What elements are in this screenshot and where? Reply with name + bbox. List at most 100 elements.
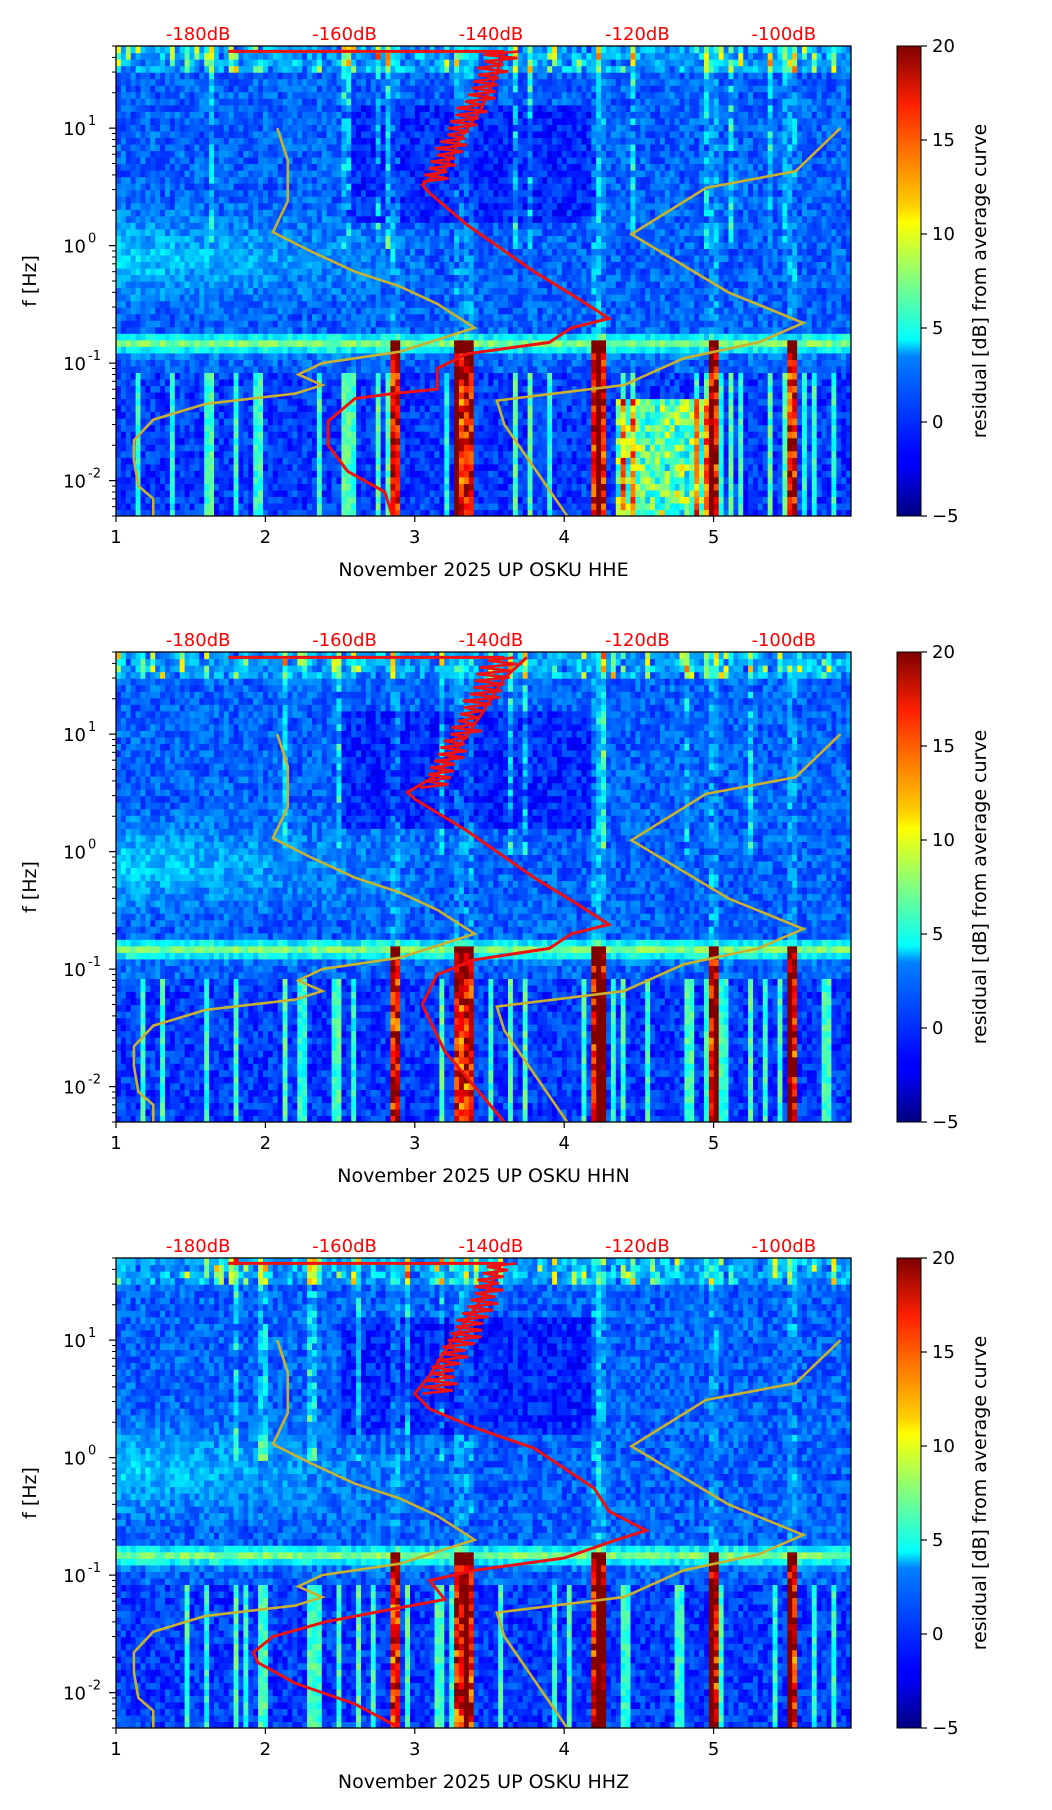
heatmap-cell bbox=[218, 405, 225, 413]
heatmap-cell bbox=[463, 391, 470, 400]
heatmap-cell bbox=[292, 294, 298, 302]
heatmap-cell bbox=[836, 496, 842, 504]
heatmap-cell bbox=[517, 313, 524, 321]
heatmap-cell bbox=[517, 346, 524, 354]
heatmap-cell bbox=[787, 333, 793, 341]
heatmap-cell bbox=[552, 489, 558, 498]
heatmap-cell bbox=[748, 398, 754, 406]
heatmap-cell bbox=[331, 509, 338, 516]
heatmap-cell bbox=[659, 365, 666, 373]
heatmap-cell bbox=[836, 352, 842, 360]
heatmap-cell bbox=[684, 418, 690, 426]
heatmap-cell bbox=[635, 365, 641, 373]
heatmap-cell bbox=[679, 339, 685, 347]
heatmap-cell bbox=[571, 405, 578, 413]
heatmap-cell bbox=[439, 509, 445, 516]
heatmap-cell bbox=[248, 496, 254, 504]
heatmap-cell bbox=[385, 509, 391, 516]
heatmap-cell bbox=[571, 385, 578, 393]
heatmap-cell bbox=[508, 405, 514, 413]
heatmap-cell bbox=[414, 424, 421, 432]
heatmap-cell bbox=[199, 339, 205, 347]
heatmap-cell bbox=[351, 437, 357, 445]
heatmap-cell bbox=[816, 352, 823, 360]
heatmap-cell bbox=[601, 483, 607, 491]
heatmap-cell bbox=[150, 457, 156, 465]
heatmap-cell bbox=[777, 444, 783, 452]
heatmap-cell bbox=[704, 411, 710, 419]
heatmap-cell bbox=[547, 424, 553, 432]
heatmap-cell bbox=[248, 483, 254, 491]
heatmap-cell bbox=[610, 463, 617, 471]
heatmap-cell bbox=[473, 352, 480, 360]
heatmap-cell bbox=[155, 463, 161, 471]
heatmap-cell bbox=[787, 346, 793, 354]
heatmap-cell bbox=[272, 457, 279, 465]
heatmap-cell bbox=[414, 437, 421, 445]
heatmap-cell bbox=[664, 411, 671, 419]
heatmap-cell bbox=[767, 398, 774, 406]
heatmap-cell bbox=[655, 489, 661, 498]
heatmap-cell bbox=[400, 326, 406, 334]
heatmap-cell bbox=[723, 489, 730, 498]
heatmap-cell bbox=[297, 424, 303, 432]
heatmap-cell bbox=[385, 450, 391, 458]
heatmap-cell bbox=[478, 457, 485, 465]
heatmap-cell bbox=[591, 372, 597, 380]
heatmap-cell bbox=[287, 307, 293, 315]
heatmap-cell bbox=[806, 352, 813, 360]
heatmap-cell bbox=[811, 509, 818, 516]
heatmap-cell bbox=[336, 391, 342, 400]
heatmap-cell bbox=[228, 450, 235, 458]
heatmap-cell bbox=[169, 444, 176, 452]
heatmap-cell bbox=[316, 463, 323, 471]
heatmap-cell bbox=[508, 365, 514, 373]
heatmap-cell bbox=[125, 359, 132, 367]
heatmap-cell bbox=[566, 437, 573, 445]
heatmap-cell bbox=[552, 352, 558, 360]
heatmap-cell bbox=[498, 496, 504, 504]
heatmap-cell bbox=[189, 483, 195, 491]
heatmap-cell bbox=[527, 489, 534, 498]
heatmap-cell bbox=[635, 483, 641, 491]
heatmap-cell bbox=[253, 359, 259, 367]
heatmap-cell bbox=[140, 333, 146, 341]
heatmap-cell bbox=[738, 457, 744, 465]
heatmap-cell bbox=[650, 502, 656, 511]
heatmap-cell bbox=[762, 320, 769, 328]
heatmap-cell bbox=[630, 339, 636, 347]
heatmap-cell bbox=[463, 398, 470, 406]
heatmap-cell bbox=[674, 378, 681, 387]
heatmap-cell bbox=[581, 352, 587, 360]
heatmap-cell bbox=[601, 320, 607, 328]
heatmap-cell bbox=[336, 470, 342, 478]
heatmap-cell bbox=[120, 391, 127, 400]
heatmap-cell bbox=[140, 418, 146, 426]
heatmap-cell bbox=[184, 431, 191, 439]
heatmap-cell bbox=[655, 502, 661, 511]
heatmap-cell bbox=[493, 437, 499, 445]
heatmap-cell bbox=[370, 365, 377, 373]
heatmap-cell bbox=[571, 444, 578, 452]
heatmap-cell bbox=[125, 437, 132, 445]
heatmap-cell bbox=[410, 470, 416, 478]
heatmap-cell bbox=[836, 378, 842, 387]
heatmap-cell bbox=[116, 431, 122, 439]
heatmap-cell bbox=[782, 339, 788, 347]
heatmap-cell bbox=[728, 509, 734, 516]
heatmap-cell bbox=[405, 489, 411, 498]
heatmap-cell bbox=[174, 450, 181, 458]
heatmap-cell bbox=[772, 405, 779, 413]
heatmap-cell bbox=[503, 352, 509, 360]
heatmap-cell bbox=[243, 424, 249, 432]
heatmap-cell bbox=[297, 496, 303, 504]
heatmap-cell bbox=[753, 307, 759, 315]
heatmap-cell bbox=[527, 307, 534, 315]
heatmap-cell bbox=[557, 476, 563, 484]
heatmap-cell bbox=[424, 463, 431, 471]
heatmap-cell bbox=[645, 339, 651, 347]
heatmap-cell bbox=[738, 496, 744, 504]
heatmap-cell bbox=[316, 300, 323, 308]
heatmap-cell bbox=[620, 431, 627, 439]
heatmap-cell bbox=[787, 424, 793, 432]
